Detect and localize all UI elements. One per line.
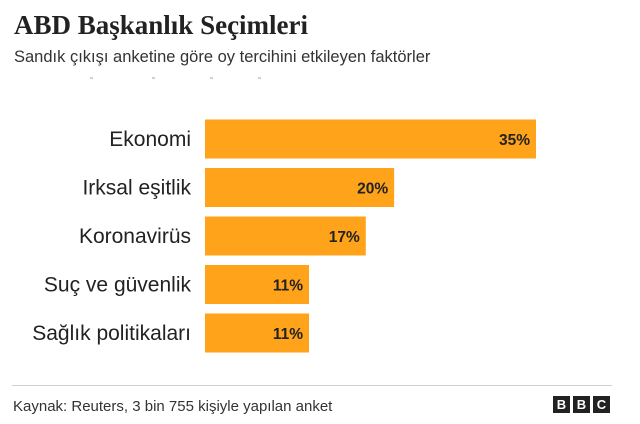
- value-label: 17%: [329, 229, 360, 246]
- decorative-marks: [80, 77, 280, 83]
- chart-subtitle: Sandık çıkışı anketine göre oy tercihini…: [14, 48, 431, 66]
- footer-divider: [12, 385, 612, 386]
- bar: [205, 313, 310, 353]
- value-label: 11%: [273, 278, 303, 295]
- category-label: Koronavirüs: [79, 225, 191, 248]
- logo-letter: B: [553, 396, 570, 413]
- logo-letter: B: [573, 396, 590, 413]
- category-label: Suç ve güvenlik: [44, 274, 192, 297]
- bar-chart: Ekonomi 35% Irksal eşitlik 20% Koronavirüs 17…: [32, 119, 536, 353]
- logo-letter: C: [593, 396, 610, 413]
- bar: [205, 265, 310, 304]
- chart-title: ABD Başkanlık Seçimleri: [14, 10, 309, 40]
- bar: [205, 168, 395, 207]
- category-label: Irksal eşitlik: [82, 177, 191, 200]
- value-label: 11%: [273, 326, 303, 343]
- value-label: 35%: [499, 132, 530, 149]
- source-note: Kaynak: Reuters, 3 bin 755 kişiyle yapıl…: [13, 398, 333, 415]
- category-label: Sağlık politikaları: [32, 322, 191, 345]
- category-label: Ekonomi: [109, 128, 191, 151]
- value-label: 20%: [357, 181, 388, 198]
- bar: [205, 119, 536, 159]
- bbc-logo: B B C: [553, 396, 610, 413]
- bar: [205, 216, 366, 256]
